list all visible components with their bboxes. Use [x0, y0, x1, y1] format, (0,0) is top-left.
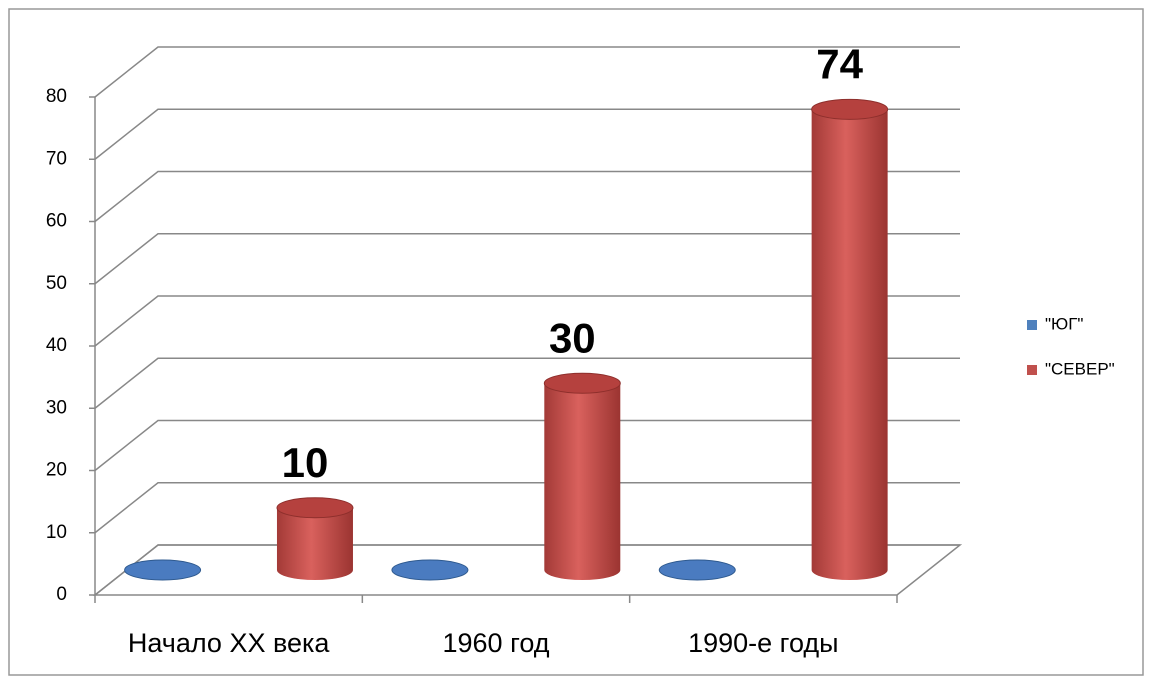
legend-label: "СЕВЕР": [1045, 359, 1115, 378]
grid-line: [94, 46, 960, 98]
grid-line: [94, 295, 960, 347]
cylinder-top: [543, 372, 621, 394]
cylinder-body: [811, 109, 888, 580]
cylinder: [811, 98, 889, 580]
y-tick-label: 40: [46, 335, 67, 356]
y-tick-label: 50: [46, 273, 67, 294]
data-label: 74: [816, 40, 863, 87]
cylinder-top: [391, 559, 469, 581]
grid-line: [94, 482, 960, 534]
cylinder: [276, 497, 354, 580]
y-tick-label: 30: [46, 397, 67, 418]
y-tick-label: 70: [46, 148, 67, 169]
cylinder: [543, 372, 621, 580]
y-tick-label: 20: [46, 460, 67, 481]
legend-label: "ЮГ": [1045, 314, 1083, 333]
x-tick-label: 1990-е годы: [688, 628, 838, 658]
cylinder-top: [124, 559, 202, 581]
frame: [8, 8, 1144, 676]
cylinder-top: [276, 497, 354, 519]
cylinder-top: [811, 98, 889, 120]
cylinder-body: [276, 507, 353, 580]
grid-line: [94, 544, 960, 596]
x-tick-label: 1960 год: [443, 628, 550, 658]
y-tick-label: 0: [56, 584, 67, 605]
cylinder: [391, 559, 469, 581]
cylinder-top: [658, 559, 736, 581]
data-label: 30: [549, 314, 596, 361]
y-tick-label: 80: [46, 86, 67, 107]
legend-swatch: [1027, 320, 1037, 330]
y-tick-label: 10: [46, 522, 67, 543]
y-tick-label: 60: [46, 211, 67, 232]
cylinder-body: [544, 383, 621, 580]
grid-line: [94, 357, 960, 409]
legend-swatch: [1027, 365, 1037, 375]
cylinder: [124, 559, 202, 581]
cylinder: [658, 559, 736, 581]
grid-line: [94, 170, 960, 223]
grid-line: [94, 419, 960, 472]
grid-line: [94, 108, 960, 160]
data-label: 10: [282, 439, 329, 486]
x-tick-label: Начало XX века: [128, 628, 331, 658]
grid-line: [94, 233, 960, 285]
